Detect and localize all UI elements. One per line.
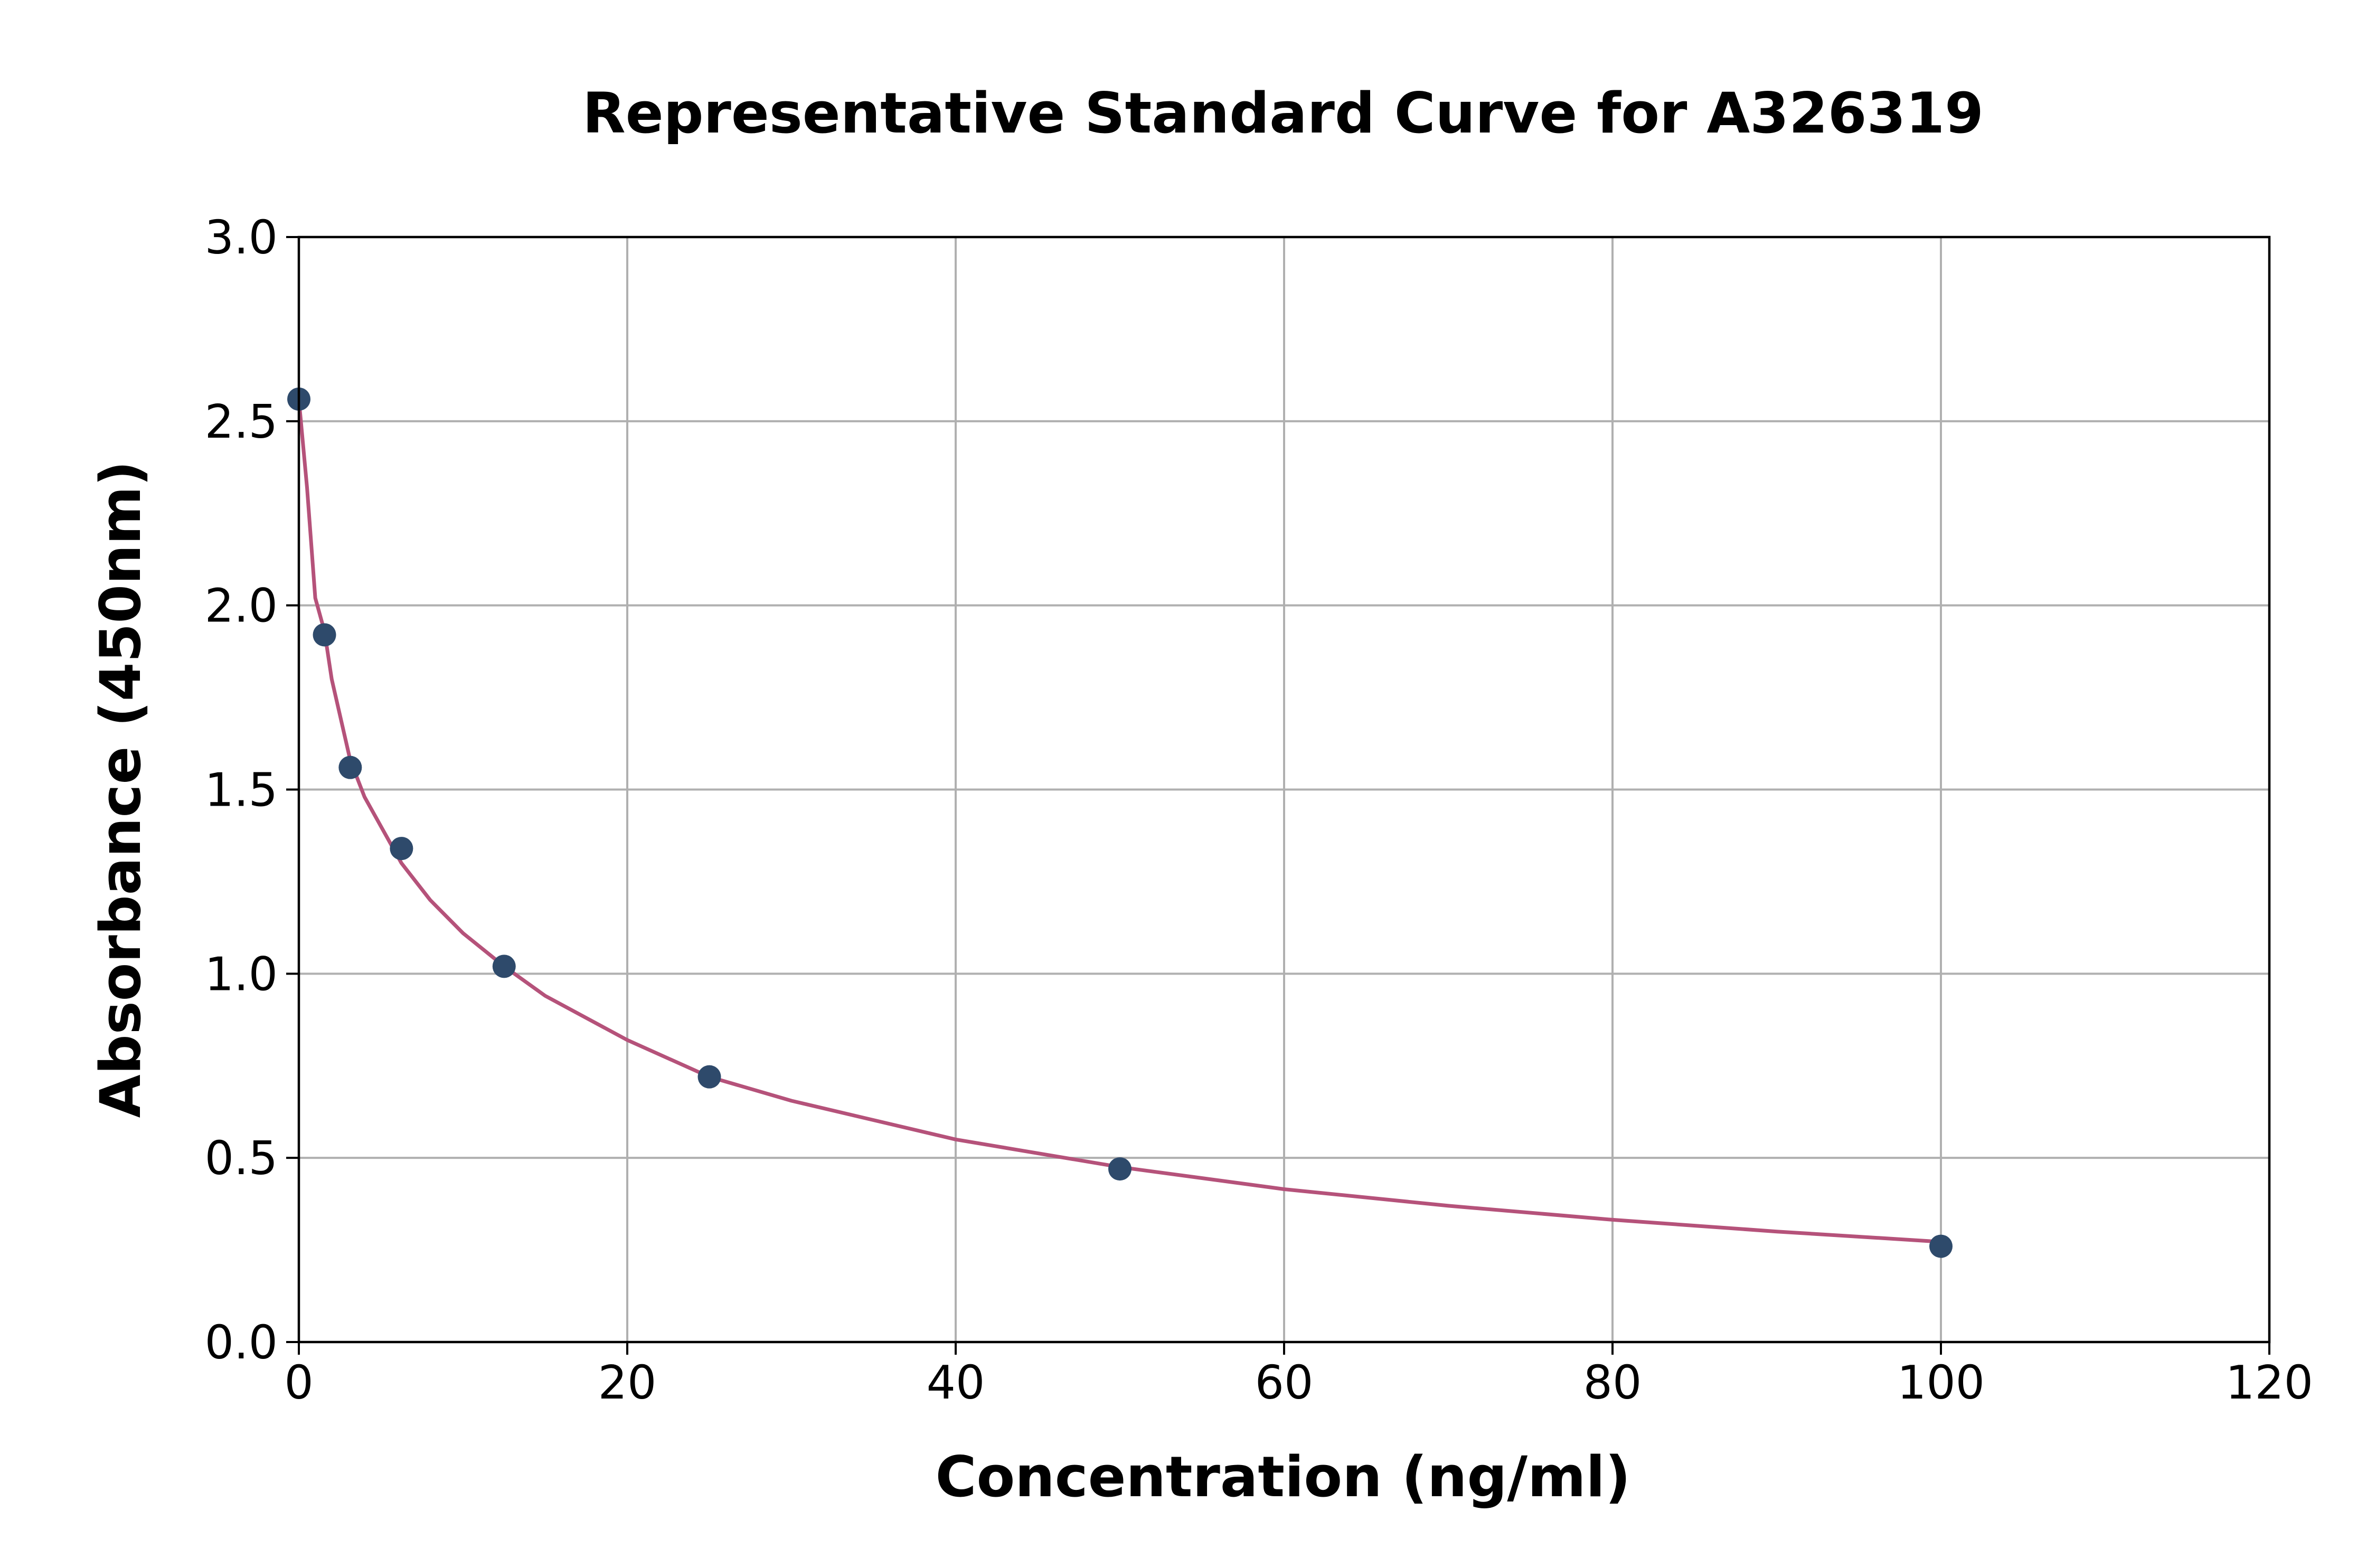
x-tick-label: 80 — [1583, 1356, 1642, 1410]
x-tick-label: 40 — [927, 1356, 985, 1410]
y-tick-label: 0.5 — [205, 1131, 278, 1185]
data-point — [1929, 1234, 1953, 1258]
x-tick-label: 0 — [284, 1356, 313, 1410]
y-tick-label: 1.5 — [205, 763, 278, 817]
data-point — [390, 837, 413, 861]
x-tick-label: 120 — [2226, 1356, 2313, 1410]
x-axis-label: Concentration (ng/ml) — [936, 1444, 1631, 1509]
data-point — [492, 955, 516, 978]
y-tick-label: 1.0 — [205, 947, 278, 1001]
x-tick-label: 20 — [598, 1356, 657, 1410]
x-axis-ticks: 0 20 40 60 80 100 120 — [284, 1342, 2313, 1410]
y-tick-label: 0.0 — [205, 1316, 278, 1369]
data-points — [287, 387, 1953, 1258]
y-tick-label: 2.0 — [205, 579, 278, 633]
x-tick-label: 60 — [1255, 1356, 1314, 1410]
y-axis-ticks: 0.0 0.5 1.0 1.5 2.0 2.5 3.0 — [205, 211, 299, 1369]
data-point — [1108, 1157, 1132, 1181]
data-point — [697, 1065, 721, 1089]
y-axis-label: Absorbance (450nm) — [88, 461, 153, 1118]
data-point — [338, 755, 362, 779]
x-tick-label: 100 — [1897, 1356, 1985, 1410]
y-tick-label: 3.0 — [205, 211, 278, 265]
data-point — [313, 623, 336, 647]
chart-title: Representative Standard Curve for A32631… — [582, 81, 1984, 146]
y-tick-label: 2.5 — [205, 395, 278, 449]
